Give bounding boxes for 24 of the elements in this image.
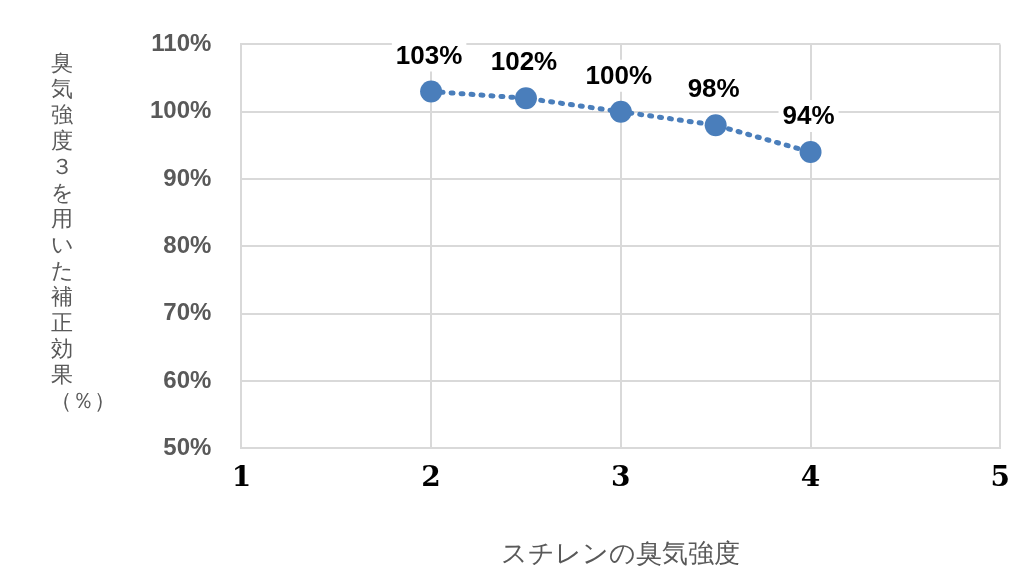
point [609,100,632,123]
data-label: 102% [490,46,558,77]
x-axis-title: スチレンの臭気強度 [501,538,741,569]
y-tick-label: 60% [163,365,212,393]
text: 臭気強度３を用いた補正効果（％） [50,50,116,413]
x-tick-label: 2 [421,460,441,494]
y-tick-label: 50% [163,432,212,460]
data-label: 94% [782,100,835,131]
y-tick-label: 90% [163,163,212,191]
point [420,80,443,103]
x-tick-label: 3 [611,460,631,494]
y-tick-label: 100% [149,96,212,124]
x-tick-label: 1 [231,460,252,494]
data-label: 100% [585,59,653,90]
point [799,141,822,164]
data-label: 103% [395,39,463,70]
x-tick-label: 5 [990,460,1010,494]
y-tick-label: 80% [163,230,212,258]
y-tick-label: 110% [151,29,212,57]
data-label: 98% [687,73,740,104]
y-tick-label: 70% [163,298,212,326]
point [514,87,537,110]
x-tick-label: 4 [800,460,821,494]
point [704,114,727,137]
